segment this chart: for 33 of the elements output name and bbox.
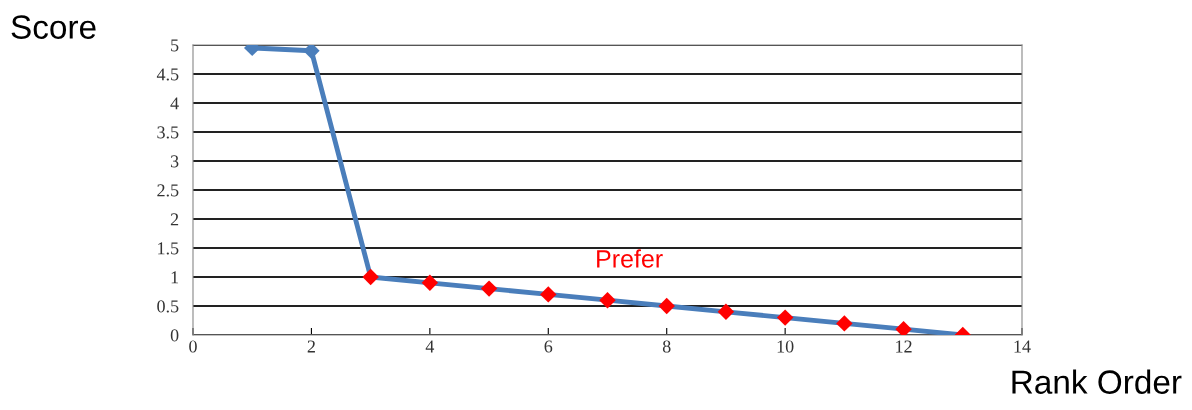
point [776, 309, 794, 326]
x-tick-label: 12 [896, 340, 912, 353]
y-tick-label: 3 [170, 155, 179, 168]
y-tick-label: 4.5 [156, 68, 179, 81]
x-tick-label: 8 [662, 340, 671, 353]
y-tick-label: 0.5 [157, 300, 179, 313]
point [895, 320, 912, 335]
y-tick-label: 2.5 [157, 184, 179, 197]
annotation: Prefer [597, 249, 663, 268]
y-tick-label: 1.5 [158, 242, 179, 255]
y-tick-label: 1 [171, 271, 179, 284]
y-tick-label: 3.5 [157, 126, 179, 139]
point [480, 280, 498, 297]
point [421, 274, 439, 292]
y-tick-label: 2 [170, 213, 179, 226]
x-tick-label: 4 [425, 340, 435, 353]
point [717, 303, 735, 321]
x-tick-label: 14 [1014, 340, 1031, 353]
x-axis-title: Rank Order [1012, 369, 1182, 394]
x-tick-label: 0 [189, 340, 197, 353]
point [836, 315, 853, 332]
x-tick-label: 6 [544, 340, 553, 353]
point [658, 297, 675, 315]
point [540, 286, 557, 303]
x-tick-label: 2 [307, 340, 315, 353]
point [599, 291, 616, 309]
y-axis-title: Score [11, 15, 96, 39]
y-tick-label: 0 [170, 329, 179, 342]
point [303, 45, 320, 60]
point [362, 268, 379, 286]
y-tick-label: 4 [170, 97, 179, 110]
x-tick-label: 10 [777, 340, 794, 353]
y-tick-label: 5 [171, 39, 179, 52]
